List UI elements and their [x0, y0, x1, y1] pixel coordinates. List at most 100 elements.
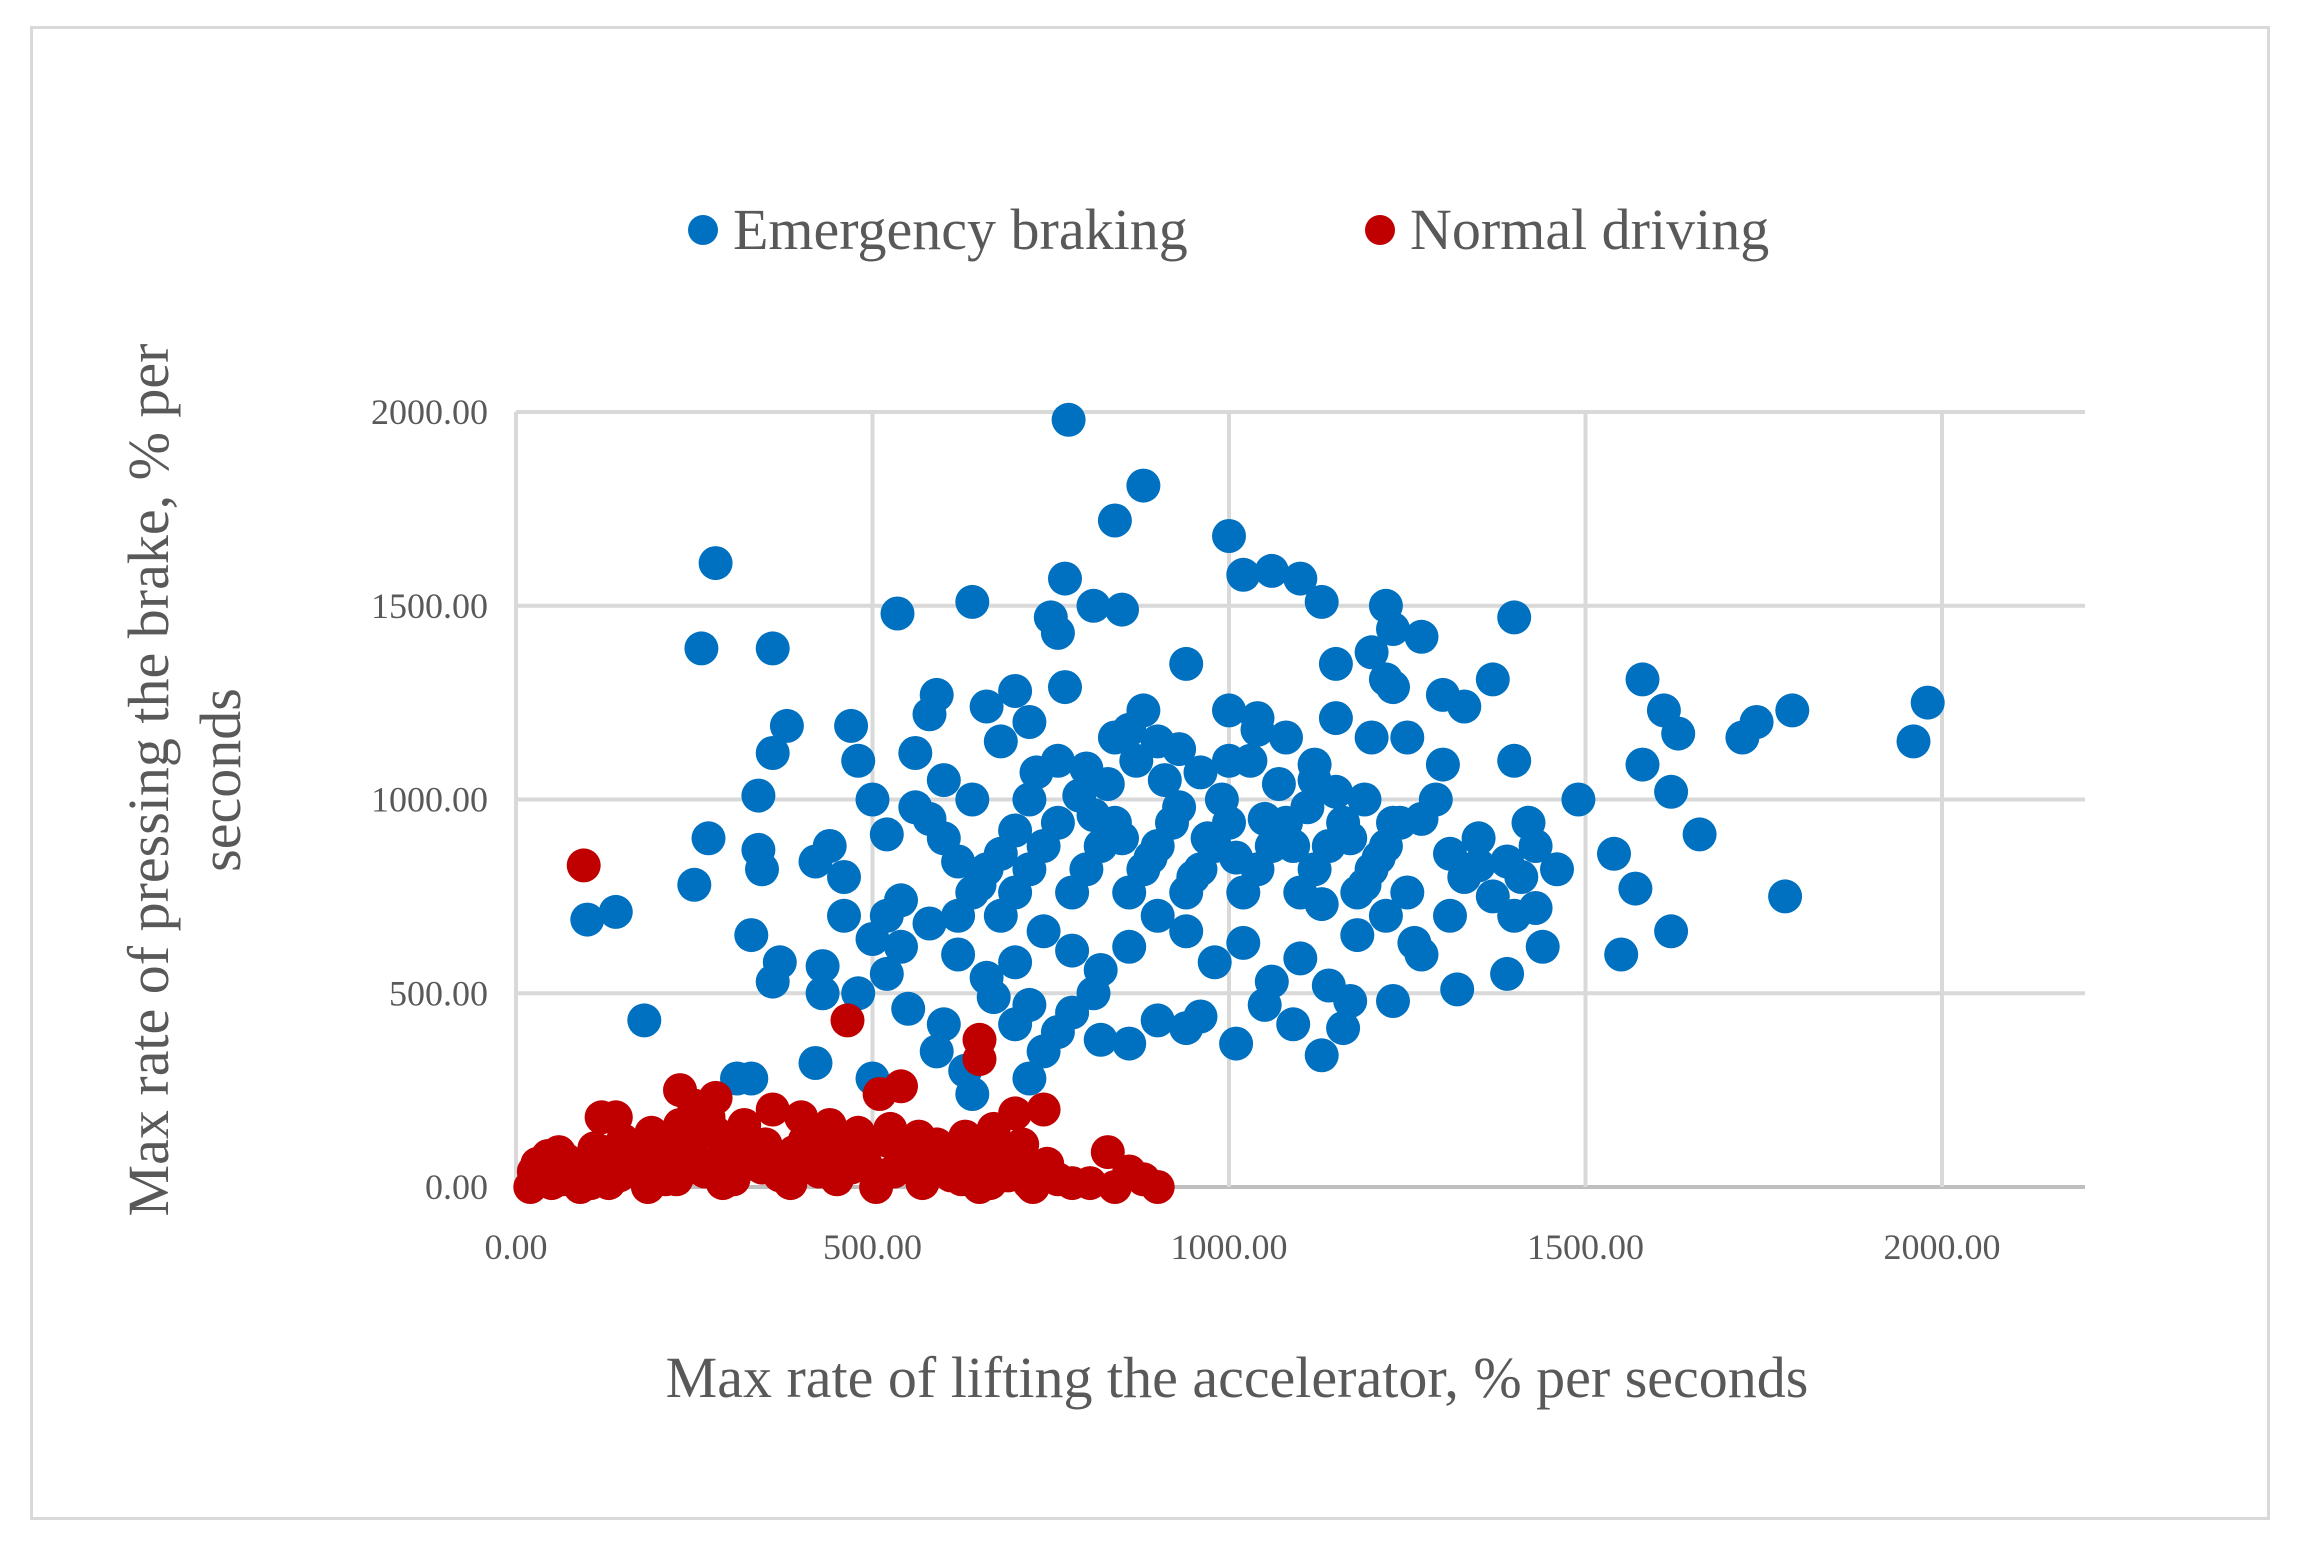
normal-driving-point	[944, 1162, 979, 1197]
emergency-braking-point	[1418, 782, 1453, 817]
emergency-braking-point	[570, 902, 605, 937]
emergency-braking-point	[1254, 553, 1289, 588]
emergency-braking-point	[1155, 805, 1189, 840]
emergency-braking-point	[1233, 743, 1268, 778]
emergency-braking-point	[841, 743, 876, 778]
emergency-braking-point	[1347, 782, 1382, 817]
emergency-braking-point	[805, 976, 840, 1011]
emergency-braking-point	[1425, 747, 1460, 782]
emergency-braking-point	[955, 584, 990, 619]
emergency-braking-point	[1497, 743, 1532, 778]
emergency-braking-point	[598, 894, 633, 929]
emergency-braking-point	[1326, 1011, 1361, 1046]
emergency-braking-point	[1654, 914, 1689, 949]
emergency-braking-point	[1725, 720, 1760, 755]
y-tick-label: 0.00	[425, 1167, 488, 1207]
emergency-braking-point	[627, 1003, 662, 1038]
emergency-braking-point	[1097, 805, 1132, 840]
emergency-braking-point	[1518, 829, 1553, 863]
emergency-braking-point	[1112, 1026, 1147, 1061]
x-tick-label: 1000.00	[1171, 1227, 1288, 1267]
emergency-braking-point	[1896, 724, 1931, 759]
emergency-braking-point	[755, 631, 790, 666]
emergency-braking-point	[955, 782, 990, 817]
emergency-braking-point	[1490, 956, 1525, 991]
emergency-braking-point	[855, 922, 890, 956]
emergency-braking-point	[998, 1007, 1033, 1042]
normal-driving-point	[1030, 1146, 1065, 1181]
normal-driving-point	[901, 1119, 936, 1154]
data-points	[513, 402, 1945, 1204]
x-tick-label: 1500.00	[1527, 1227, 1644, 1267]
emergency-braking-point	[969, 852, 1004, 887]
emergency-braking-point	[1561, 782, 1596, 817]
emergency-braking-point	[884, 929, 918, 964]
normal-driving-point	[962, 1042, 997, 1077]
emergency-braking-point	[1269, 805, 1303, 840]
normal-driving-point	[659, 1162, 694, 1197]
y-tick-label: 2000.00	[371, 392, 488, 432]
legend-label-emergency-braking: Emergency braking	[733, 197, 1188, 262]
emergency-braking-point	[1140, 724, 1175, 759]
legend: Emergency braking Normal driving	[688, 197, 1769, 262]
emergency-braking-point	[1169, 914, 1204, 949]
emergency-braking-point	[1910, 685, 1945, 720]
emergency-braking-point	[1625, 747, 1660, 782]
legend-marker-normal-driving	[1365, 215, 1395, 245]
x-tick-label: 2000.00	[1884, 1227, 2001, 1267]
emergency-braking-point	[1040, 615, 1075, 650]
emergency-braking-point	[1525, 929, 1560, 964]
emergency-braking-point	[1461, 821, 1496, 856]
emergency-braking-point	[1247, 987, 1282, 1022]
emergency-braking-point	[926, 1007, 961, 1042]
y-tick-label: 500.00	[389, 973, 488, 1013]
legend-label-normal-driving: Normal driving	[1410, 197, 1769, 262]
emergency-braking-point	[1354, 635, 1389, 670]
normal-driving-point	[862, 1077, 897, 1111]
emergency-braking-point	[1504, 860, 1539, 894]
emergency-braking-point	[1604, 937, 1639, 972]
emergency-braking-point	[1618, 871, 1653, 906]
emergency-braking-point	[1383, 805, 1418, 840]
emergency-braking-point	[1219, 1026, 1254, 1061]
emergency-braking-point	[1040, 743, 1075, 778]
y-axis-title-line-2: seconds	[188, 688, 253, 872]
x-tick-label: 0.00	[485, 1227, 548, 1267]
normal-driving-point	[630, 1170, 665, 1204]
emergency-braking-point	[1140, 898, 1175, 933]
x-axis-title: Max rate of lifting the accelerator, % p…	[666, 1345, 1809, 1410]
emergency-braking-point	[941, 844, 976, 879]
emergency-braking-point	[1404, 619, 1439, 654]
tick-labels: 0.00 500.00 1000.00 1500.00 2000.00 0.00 500.0…	[371, 392, 2001, 1267]
emergency-braking-point	[1390, 720, 1425, 755]
emergency-braking-point	[1497, 898, 1532, 933]
normal-driving-point	[859, 1170, 894, 1204]
emergency-braking-point	[1376, 984, 1410, 1018]
emergency-braking-point	[1183, 755, 1218, 790]
emergency-braking-point	[969, 689, 1004, 724]
emergency-braking-point	[912, 906, 947, 941]
emergency-braking-point	[1261, 767, 1296, 801]
emergency-braking-point	[698, 546, 733, 581]
emergency-braking-point	[1326, 805, 1361, 840]
emergency-braking-point	[998, 674, 1033, 708]
emergency-braking-point	[1768, 879, 1803, 914]
emergency-braking-point	[1376, 612, 1410, 646]
normal-driving-point	[844, 1135, 879, 1170]
normal-driving-point	[1073, 1166, 1107, 1201]
normal-driving-point	[716, 1162, 751, 1197]
emergency-braking-point	[1318, 646, 1353, 681]
emergency-braking-point	[1368, 662, 1403, 697]
emergency-braking-point	[884, 883, 918, 918]
emergency-braking-point	[1048, 670, 1082, 705]
emergency-braking-point	[869, 956, 904, 991]
x-tick-label: 500.00	[823, 1227, 922, 1267]
emergency-braking-point	[1076, 588, 1111, 623]
normal-driving-point	[873, 1111, 908, 1146]
emergency-braking-point	[1105, 592, 1139, 627]
normal-driving-point	[1140, 1170, 1175, 1204]
emergency-braking-point	[691, 821, 726, 856]
emergency-braking-point	[1212, 519, 1246, 553]
emergency-braking-point	[734, 1061, 769, 1096]
